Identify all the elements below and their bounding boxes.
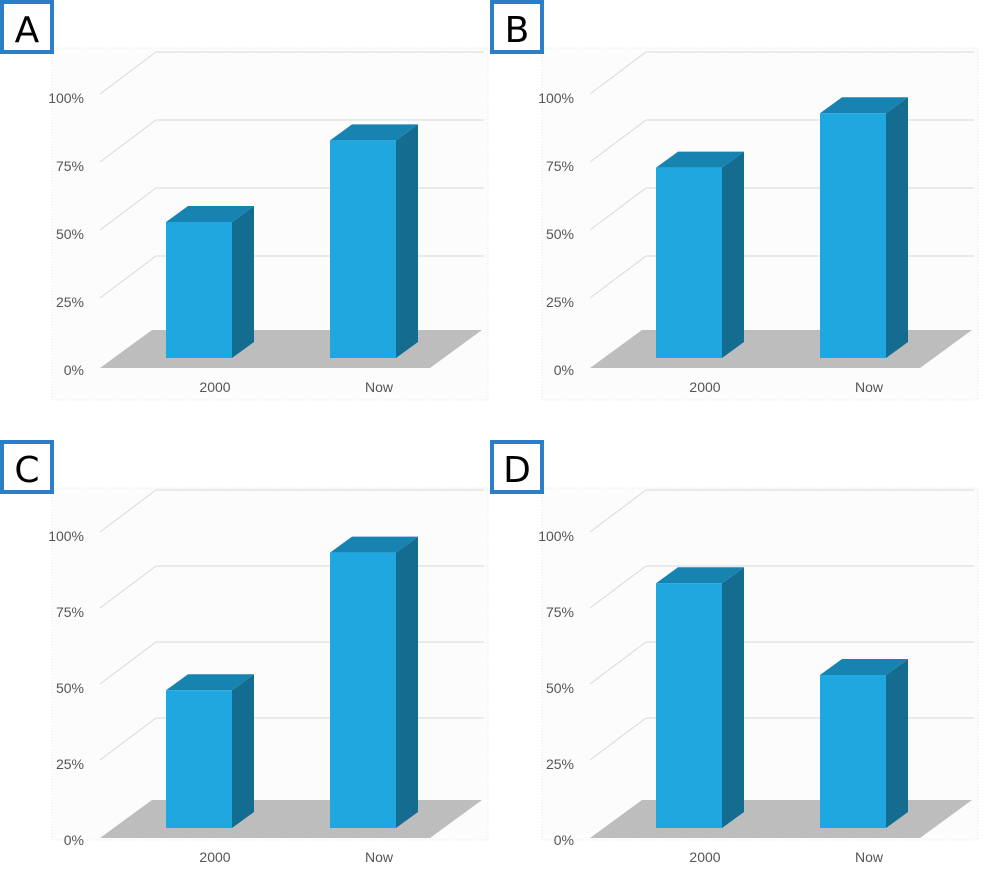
panel-label-b: B	[490, 0, 544, 54]
bar-now	[330, 536, 418, 828]
bar-2000	[656, 151, 744, 358]
gridline-diagonal	[589, 489, 647, 533]
bar-front	[820, 113, 886, 358]
panel-label-text: B	[505, 10, 530, 51]
gridline-diagonal	[99, 119, 157, 163]
gridline-diagonal	[589, 641, 647, 685]
panel-label-box	[490, 440, 544, 494]
y-tick-label: 50%	[56, 226, 84, 242]
y-tick-label: 25%	[56, 756, 84, 772]
bar-front	[330, 140, 396, 358]
bar-front	[656, 167, 722, 358]
bar-top	[330, 536, 418, 553]
gridline-diagonal	[99, 255, 157, 299]
bar-top	[330, 124, 418, 141]
chart-floor	[590, 330, 972, 368]
y-tick-label: 0%	[64, 362, 84, 378]
bar-front	[656, 583, 722, 828]
chart-panel-a: 0% 25% 50% 75% 100% 2000 Now A	[0, 0, 489, 401]
panel-label-text: C	[14, 450, 39, 491]
y-tick-label: 75%	[56, 158, 84, 174]
panel-label-box	[0, 0, 54, 54]
bar-front	[330, 552, 396, 828]
gridline-diagonal	[99, 717, 157, 761]
y-tick-label: 100%	[48, 528, 84, 544]
bar-now	[820, 659, 908, 828]
y-tick-label: 50%	[56, 680, 84, 696]
chart-floor	[100, 800, 482, 838]
panel-label-text: A	[15, 10, 40, 51]
x-tick-label: Now	[365, 849, 394, 865]
gridline-diagonal	[589, 187, 647, 231]
panel-label-c: C	[0, 440, 54, 494]
bar-now	[330, 124, 418, 359]
gridline-diagonal	[589, 255, 647, 299]
bar-top	[656, 567, 744, 584]
gridline-diagonal	[589, 565, 647, 609]
gridline-diagonal	[589, 717, 647, 761]
bar-top	[166, 674, 254, 691]
bar-front	[820, 675, 886, 828]
bar-top	[656, 151, 744, 168]
bar-2000	[166, 206, 254, 358]
x-tick-label: 2000	[689, 849, 720, 865]
bar-front	[166, 222, 232, 358]
plot-area	[541, 487, 979, 841]
y-tick-label: 75%	[546, 604, 574, 620]
x-tick-label: 2000	[689, 379, 720, 395]
y-tick-label: 75%	[546, 158, 574, 174]
gridline-diagonal	[99, 489, 157, 533]
y-tick-label: 100%	[538, 90, 574, 106]
chart-floor	[100, 330, 482, 368]
gridline-diagonal	[99, 641, 157, 685]
bar-2000	[166, 674, 254, 828]
y-tick-label: 0%	[554, 832, 574, 848]
bar-top	[166, 206, 254, 222]
bar-side	[886, 659, 908, 828]
y-tick-label: 0%	[554, 362, 574, 378]
y-tick-label: 25%	[546, 756, 574, 772]
bar-2000	[656, 567, 744, 828]
y-tick-label: 50%	[546, 680, 574, 696]
panel-label-box	[490, 0, 544, 54]
gridline-diagonal	[99, 51, 157, 95]
plot-area	[51, 487, 489, 841]
chart-floor	[590, 800, 972, 838]
y-tick-label: 0%	[64, 832, 84, 848]
bar-side	[722, 567, 744, 828]
x-tick-label: Now	[855, 379, 884, 395]
x-tick-label: 2000	[199, 379, 230, 395]
bar-front	[166, 690, 232, 828]
y-tick-label: 50%	[546, 226, 574, 242]
bar-side	[232, 674, 254, 828]
bar-top	[820, 659, 908, 675]
bar-side	[396, 124, 418, 359]
chart-panel-b: 0% 25% 50% 75% 100% 2000 Now B	[490, 0, 979, 401]
bar-side	[886, 97, 908, 358]
gridline-diagonal	[99, 187, 157, 231]
bar-top	[820, 97, 908, 114]
panel-label-d: D	[490, 440, 544, 494]
panel-label-box	[0, 440, 54, 494]
bar-now	[820, 97, 908, 358]
x-tick-label: Now	[855, 849, 884, 865]
x-tick-label: Now	[365, 379, 394, 395]
gridline-diagonal	[589, 51, 647, 95]
panel-label-a: A	[0, 0, 54, 54]
bar-side	[232, 206, 254, 358]
chart-panel-d: 0% 25% 50% 75% 100% 2000 Now D	[490, 440, 979, 865]
y-tick-label: 25%	[546, 294, 574, 310]
y-tick-label: 75%	[56, 604, 84, 620]
chart-panel-c: 0% 25% 50% 75% 100% 2000 Now C	[0, 440, 489, 865]
gridline-diagonal	[589, 119, 647, 163]
x-tick-label: 2000	[199, 849, 230, 865]
bar-side	[396, 536, 418, 828]
y-tick-label: 25%	[56, 294, 84, 310]
panel-label-text: D	[503, 450, 531, 491]
y-tick-label: 100%	[538, 528, 574, 544]
bar-side	[722, 151, 744, 358]
gridline-diagonal	[99, 565, 157, 609]
y-tick-label: 100%	[48, 90, 84, 106]
